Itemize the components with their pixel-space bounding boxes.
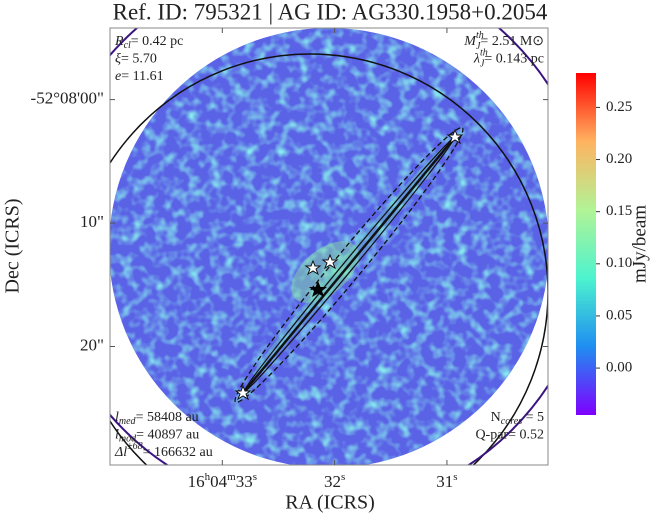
annotation-rest: = 0.143 pc — [484, 52, 544, 67]
center-marker — [309, 281, 327, 297]
annotation: Mth J= 2.51 M⊙ — [463, 30, 544, 52]
y-tick-label: -52°08'00" — [31, 89, 104, 108]
annotation: λth J= 0.143 pc — [473, 48, 544, 70]
annotation: Δl±68= 166632 au — [114, 441, 213, 460]
plot-frame — [109, 27, 549, 466]
x-tick-label: 16h04m33s — [188, 471, 257, 491]
x-tick-label: 32s — [324, 471, 345, 491]
annotation: Ncores = 5 — [491, 410, 544, 427]
map-noise — [110, 28, 548, 465]
annotation-rest: = 5 — [522, 410, 544, 425]
colorbar-tick-label: 0.15 — [606, 203, 632, 219]
dashed-ellipse — [234, 126, 464, 404]
annotation-symbol: l — [115, 428, 119, 443]
annotation: lmed= 58408 au — [115, 410, 199, 427]
annotation: Q-par= 0.52 — [475, 428, 544, 443]
annotation-symbol: R — [114, 34, 124, 49]
annotation-symbol: λ — [473, 52, 480, 67]
annotation-rest: = 40897 au — [136, 428, 199, 443]
annotation-sub: J — [480, 59, 485, 70]
annotation-sup: ±68 — [127, 441, 143, 452]
colorbar-tick-label: 0.25 — [606, 99, 632, 115]
annotation-sup: th — [480, 48, 488, 59]
y-tick-label: 10" — [80, 212, 104, 231]
annotation-symbol: e — [115, 69, 121, 84]
annotation-rest: = 5.70 — [121, 52, 157, 67]
annotation-rest: = 58408 au — [136, 410, 199, 425]
annotation-symbol: Q-par — [475, 428, 508, 443]
annotation-rest: = 0.42 pc — [131, 34, 184, 49]
colorbar-tick-label: 0.10 — [606, 255, 632, 271]
annotation-symbol: l — [115, 410, 119, 425]
annotation: Rcl= 0.42 pc — [114, 34, 183, 51]
colorbar-tick-label: 0.20 — [606, 151, 632, 167]
annotation-sub: cores — [501, 416, 522, 427]
annotation-symbol: Δl — [114, 445, 127, 460]
annotation-rest: = 166632 au — [143, 445, 213, 460]
annotation-symbol: N — [491, 410, 501, 425]
annotation-rest: = 2.51 M⊙ — [480, 34, 544, 49]
annotation-sub: mod — [119, 434, 137, 445]
annotation-sup: th — [476, 30, 484, 41]
filament-emission — [253, 145, 447, 375]
colorbar-tick-label: 0.00 — [606, 360, 632, 376]
image-layer — [110, 28, 548, 465]
y-axis-label: Dec (ICRS) — [2, 199, 24, 294]
annotation-sub: cl — [124, 40, 131, 51]
overlay-circle — [110, 53, 548, 465]
colorbar-label: mJy/beam — [629, 205, 650, 283]
colorbar — [576, 73, 596, 415]
annotation: lmod= 40897 au — [115, 428, 199, 445]
core-markers — [234, 128, 464, 401]
x-tick-label: 31s — [436, 471, 457, 491]
annotation-rest: = 0.52 — [508, 428, 544, 443]
filament-spine — [242, 136, 456, 394]
annotation-symbol: ξ — [115, 52, 121, 67]
colorbar-tick-label: 0.05 — [606, 307, 632, 323]
x-axis-label: RA (ICRS) — [285, 492, 374, 514]
annotation-sub: J — [476, 41, 481, 52]
annotation-symbol: M — [463, 34, 477, 49]
chart-title: Ref. ID: 795321 | AG ID: AG330.1958+0.20… — [113, 0, 548, 24]
y-tick-label: 20" — [80, 335, 104, 354]
annotation-sub: med — [119, 416, 137, 427]
annotation: e= 11.61 — [115, 69, 164, 84]
annotation: ξ= 5.70 — [115, 52, 157, 67]
annotation-rest: = 11.61 — [121, 69, 163, 84]
